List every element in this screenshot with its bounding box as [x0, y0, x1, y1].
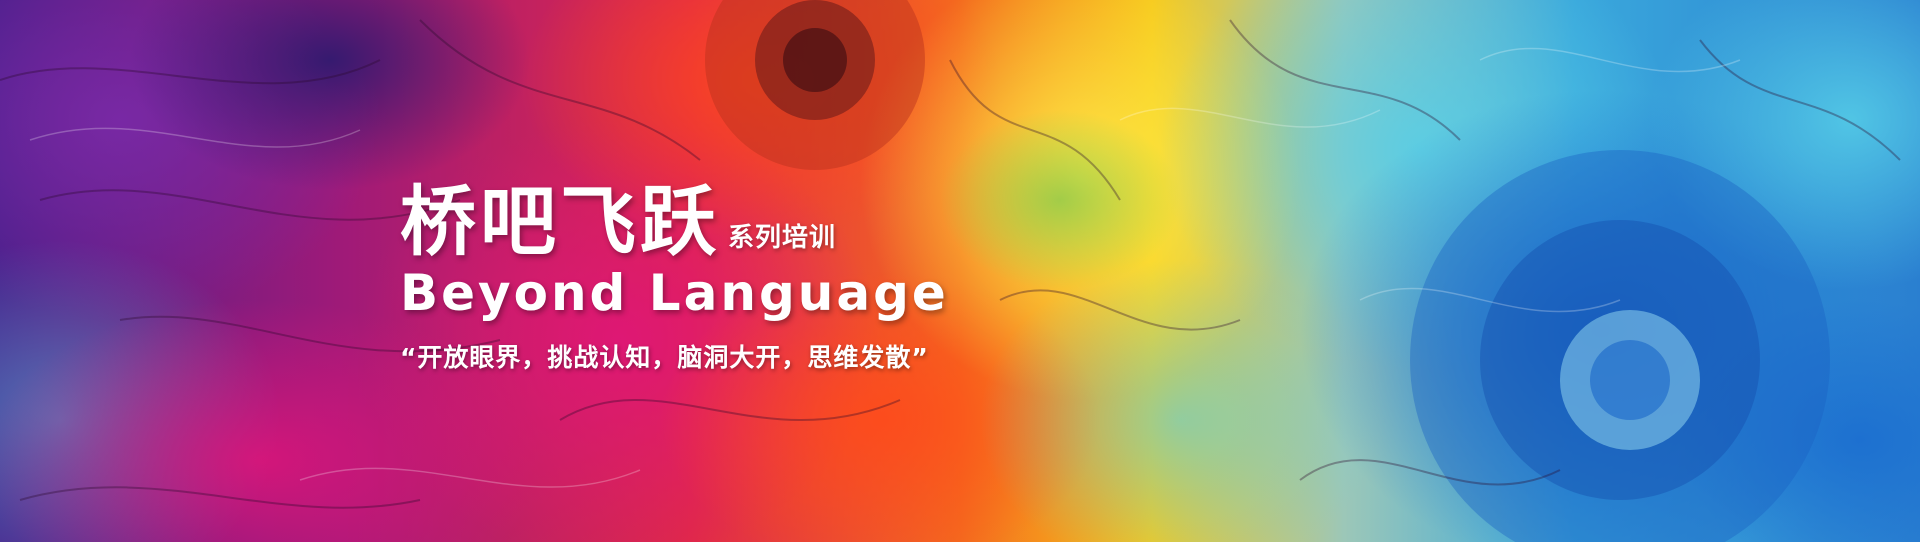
english-title: Beyond Language — [400, 264, 949, 322]
main-title: 桥吧飞跃 — [400, 177, 720, 266]
poppy-flower-top — [705, 0, 925, 170]
title-row: 桥吧飞跃 系列培训 — [400, 150, 949, 260]
blue-flower — [1410, 150, 1830, 542]
title-block: 桥吧飞跃 系列培训 Beyond Language “开放眼界，挑战认知，脑洞大… — [400, 150, 949, 374]
sub-title: 系列培训 — [728, 223, 837, 253]
slogan: “开放眼界，挑战认知，脑洞大开，思维发散” — [400, 343, 929, 372]
